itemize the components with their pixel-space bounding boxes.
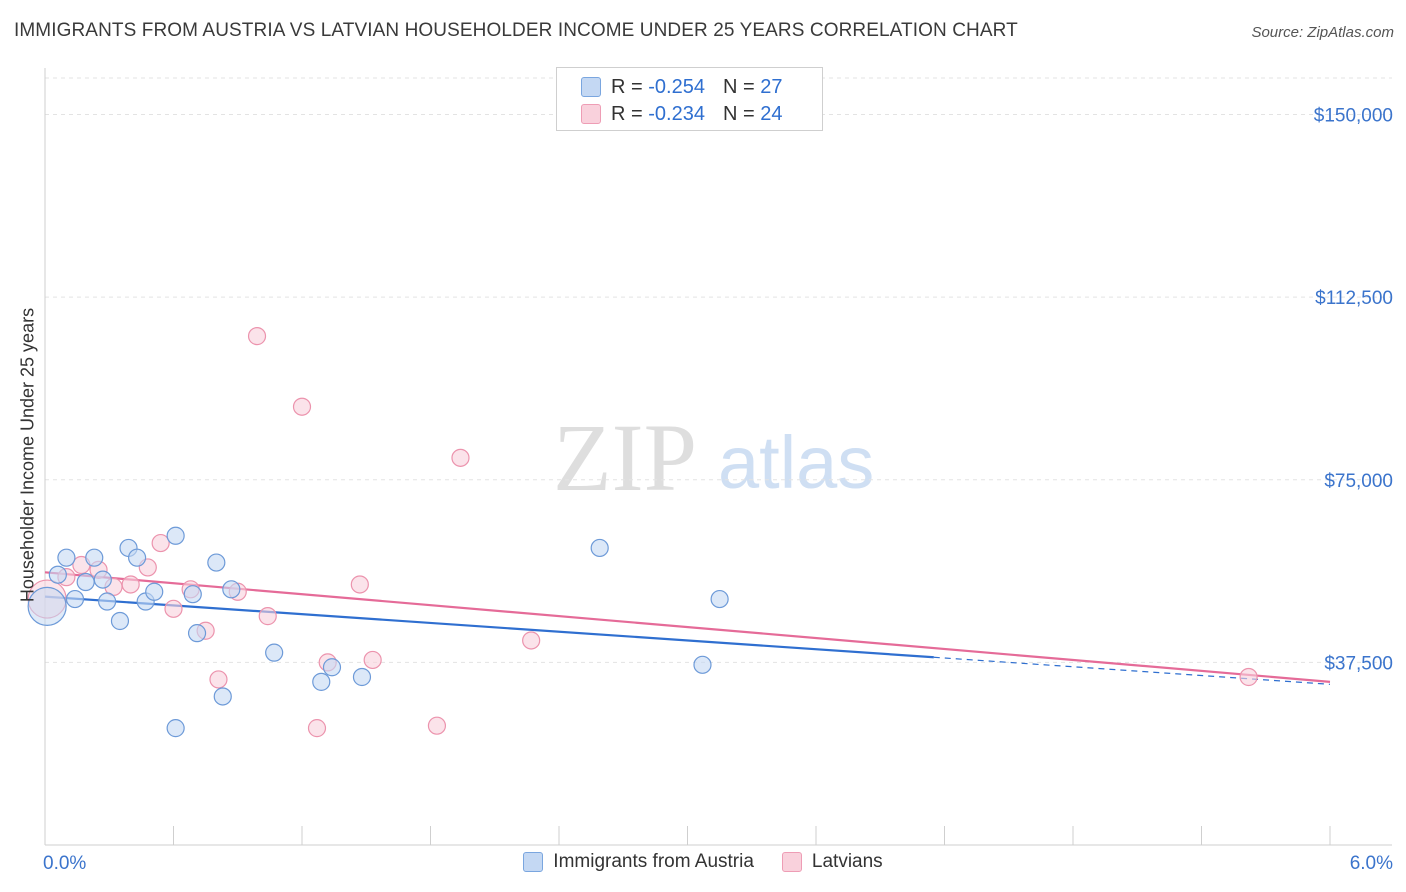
austria-point bbox=[93, 570, 112, 589]
latvian-point bbox=[522, 631, 541, 650]
latvian-point bbox=[151, 533, 170, 553]
series-legend: Immigrants from Austria Latvians bbox=[0, 851, 1406, 873]
latvian-point bbox=[1239, 667, 1258, 687]
austria-point bbox=[222, 580, 241, 599]
legend-row-latvians: R = -0.234 N = 24 bbox=[581, 101, 782, 127]
austria-point bbox=[322, 658, 342, 677]
y-tick-labels: $37,500 $75,000 $112,500 $150,000 bbox=[1314, 106, 1393, 675]
latvians-swatch bbox=[581, 104, 601, 124]
chart-title: IMMIGRANTS FROM AUSTRIA VS LATVIAN HOUSE… bbox=[14, 20, 1018, 41]
latvian-trend-line bbox=[44, 571, 1331, 683]
legend-label: Latvians bbox=[811, 851, 883, 872]
x-tick-label: 6.0% bbox=[1350, 853, 1393, 874]
latvian-point bbox=[258, 607, 277, 626]
austria-point bbox=[110, 611, 130, 631]
austria-swatch bbox=[523, 852, 544, 872]
austria-point bbox=[352, 667, 372, 687]
y-axis-label: Householder Income Under 25 years bbox=[17, 307, 38, 603]
legend-item-austria[interactable]: Immigrants from Austria bbox=[523, 851, 754, 873]
data-points bbox=[27, 327, 1258, 738]
x-tick-labels: 0.0% 6.0% bbox=[43, 853, 1393, 874]
latvian-point bbox=[247, 327, 267, 346]
austria-point bbox=[187, 624, 207, 643]
latvian-point bbox=[164, 599, 183, 618]
y-tick-label: $37,500 bbox=[1324, 653, 1393, 674]
r-label: R = bbox=[611, 102, 643, 125]
y-tick-label: $75,000 bbox=[1324, 471, 1393, 492]
latvian-point bbox=[451, 448, 470, 467]
y-tick-label: $112,500 bbox=[1315, 288, 1393, 309]
austria-trend-line bbox=[44, 595, 934, 659]
watermark-zip: ZIP bbox=[553, 404, 697, 511]
latvian-point bbox=[121, 575, 140, 594]
austria-point bbox=[166, 526, 185, 545]
austria-point bbox=[48, 565, 67, 584]
austria-trend-extension bbox=[933, 656, 1331, 685]
latvian-point bbox=[307, 719, 327, 738]
austria-point bbox=[85, 548, 104, 567]
legend-label: Immigrants from Austria bbox=[553, 851, 754, 872]
n-value: 27 bbox=[760, 75, 783, 98]
latvian-point bbox=[363, 650, 382, 670]
latvian-point bbox=[350, 575, 369, 594]
n-label: N = bbox=[722, 102, 755, 125]
austria-point bbox=[183, 585, 202, 604]
legend-item-latvians[interactable]: Latvians bbox=[781, 851, 883, 873]
austria-point bbox=[265, 643, 284, 662]
latvian-point bbox=[427, 716, 447, 735]
source-credit[interactable]: Source: ZipAtlas.com bbox=[1251, 24, 1394, 41]
austria-point bbox=[98, 592, 117, 611]
gridlines bbox=[45, 77, 1392, 663]
austria-point bbox=[27, 586, 67, 626]
watermark-atlas: atlas bbox=[718, 421, 874, 504]
r-label: R = bbox=[611, 75, 643, 98]
legend-row-austria: R = -0.254 N = 27 bbox=[581, 74, 782, 100]
trend-lines bbox=[44, 571, 1331, 685]
x-tick-label: 0.0% bbox=[43, 853, 86, 874]
austria-point bbox=[590, 538, 609, 558]
r-value: -0.234 bbox=[648, 102, 705, 125]
austria-point bbox=[57, 548, 76, 567]
n-value: 24 bbox=[760, 102, 783, 125]
latvians-swatch bbox=[781, 852, 802, 872]
austria-point bbox=[312, 672, 331, 691]
axes bbox=[44, 68, 1392, 846]
austria-point bbox=[693, 655, 712, 674]
austria-point bbox=[65, 589, 85, 609]
latvian-point bbox=[292, 397, 312, 416]
r-value: -0.254 bbox=[648, 75, 705, 98]
n-label: N = bbox=[722, 75, 755, 98]
austria-point bbox=[207, 553, 226, 572]
austria-point bbox=[145, 582, 164, 601]
correlation-legend: R = -0.254 N = 27 R = -0.234 N = 24 bbox=[556, 67, 823, 131]
latvian-point bbox=[209, 670, 228, 689]
y-tick-label: $150,000 bbox=[1314, 106, 1393, 127]
austria-point bbox=[710, 589, 729, 609]
austria-swatch bbox=[581, 77, 601, 97]
austria-point bbox=[76, 572, 95, 592]
austria-point bbox=[166, 719, 185, 738]
zipatlas-watermark: ZIP atlas bbox=[553, 404, 874, 511]
austria-point bbox=[213, 687, 232, 706]
austria-point bbox=[127, 548, 147, 567]
